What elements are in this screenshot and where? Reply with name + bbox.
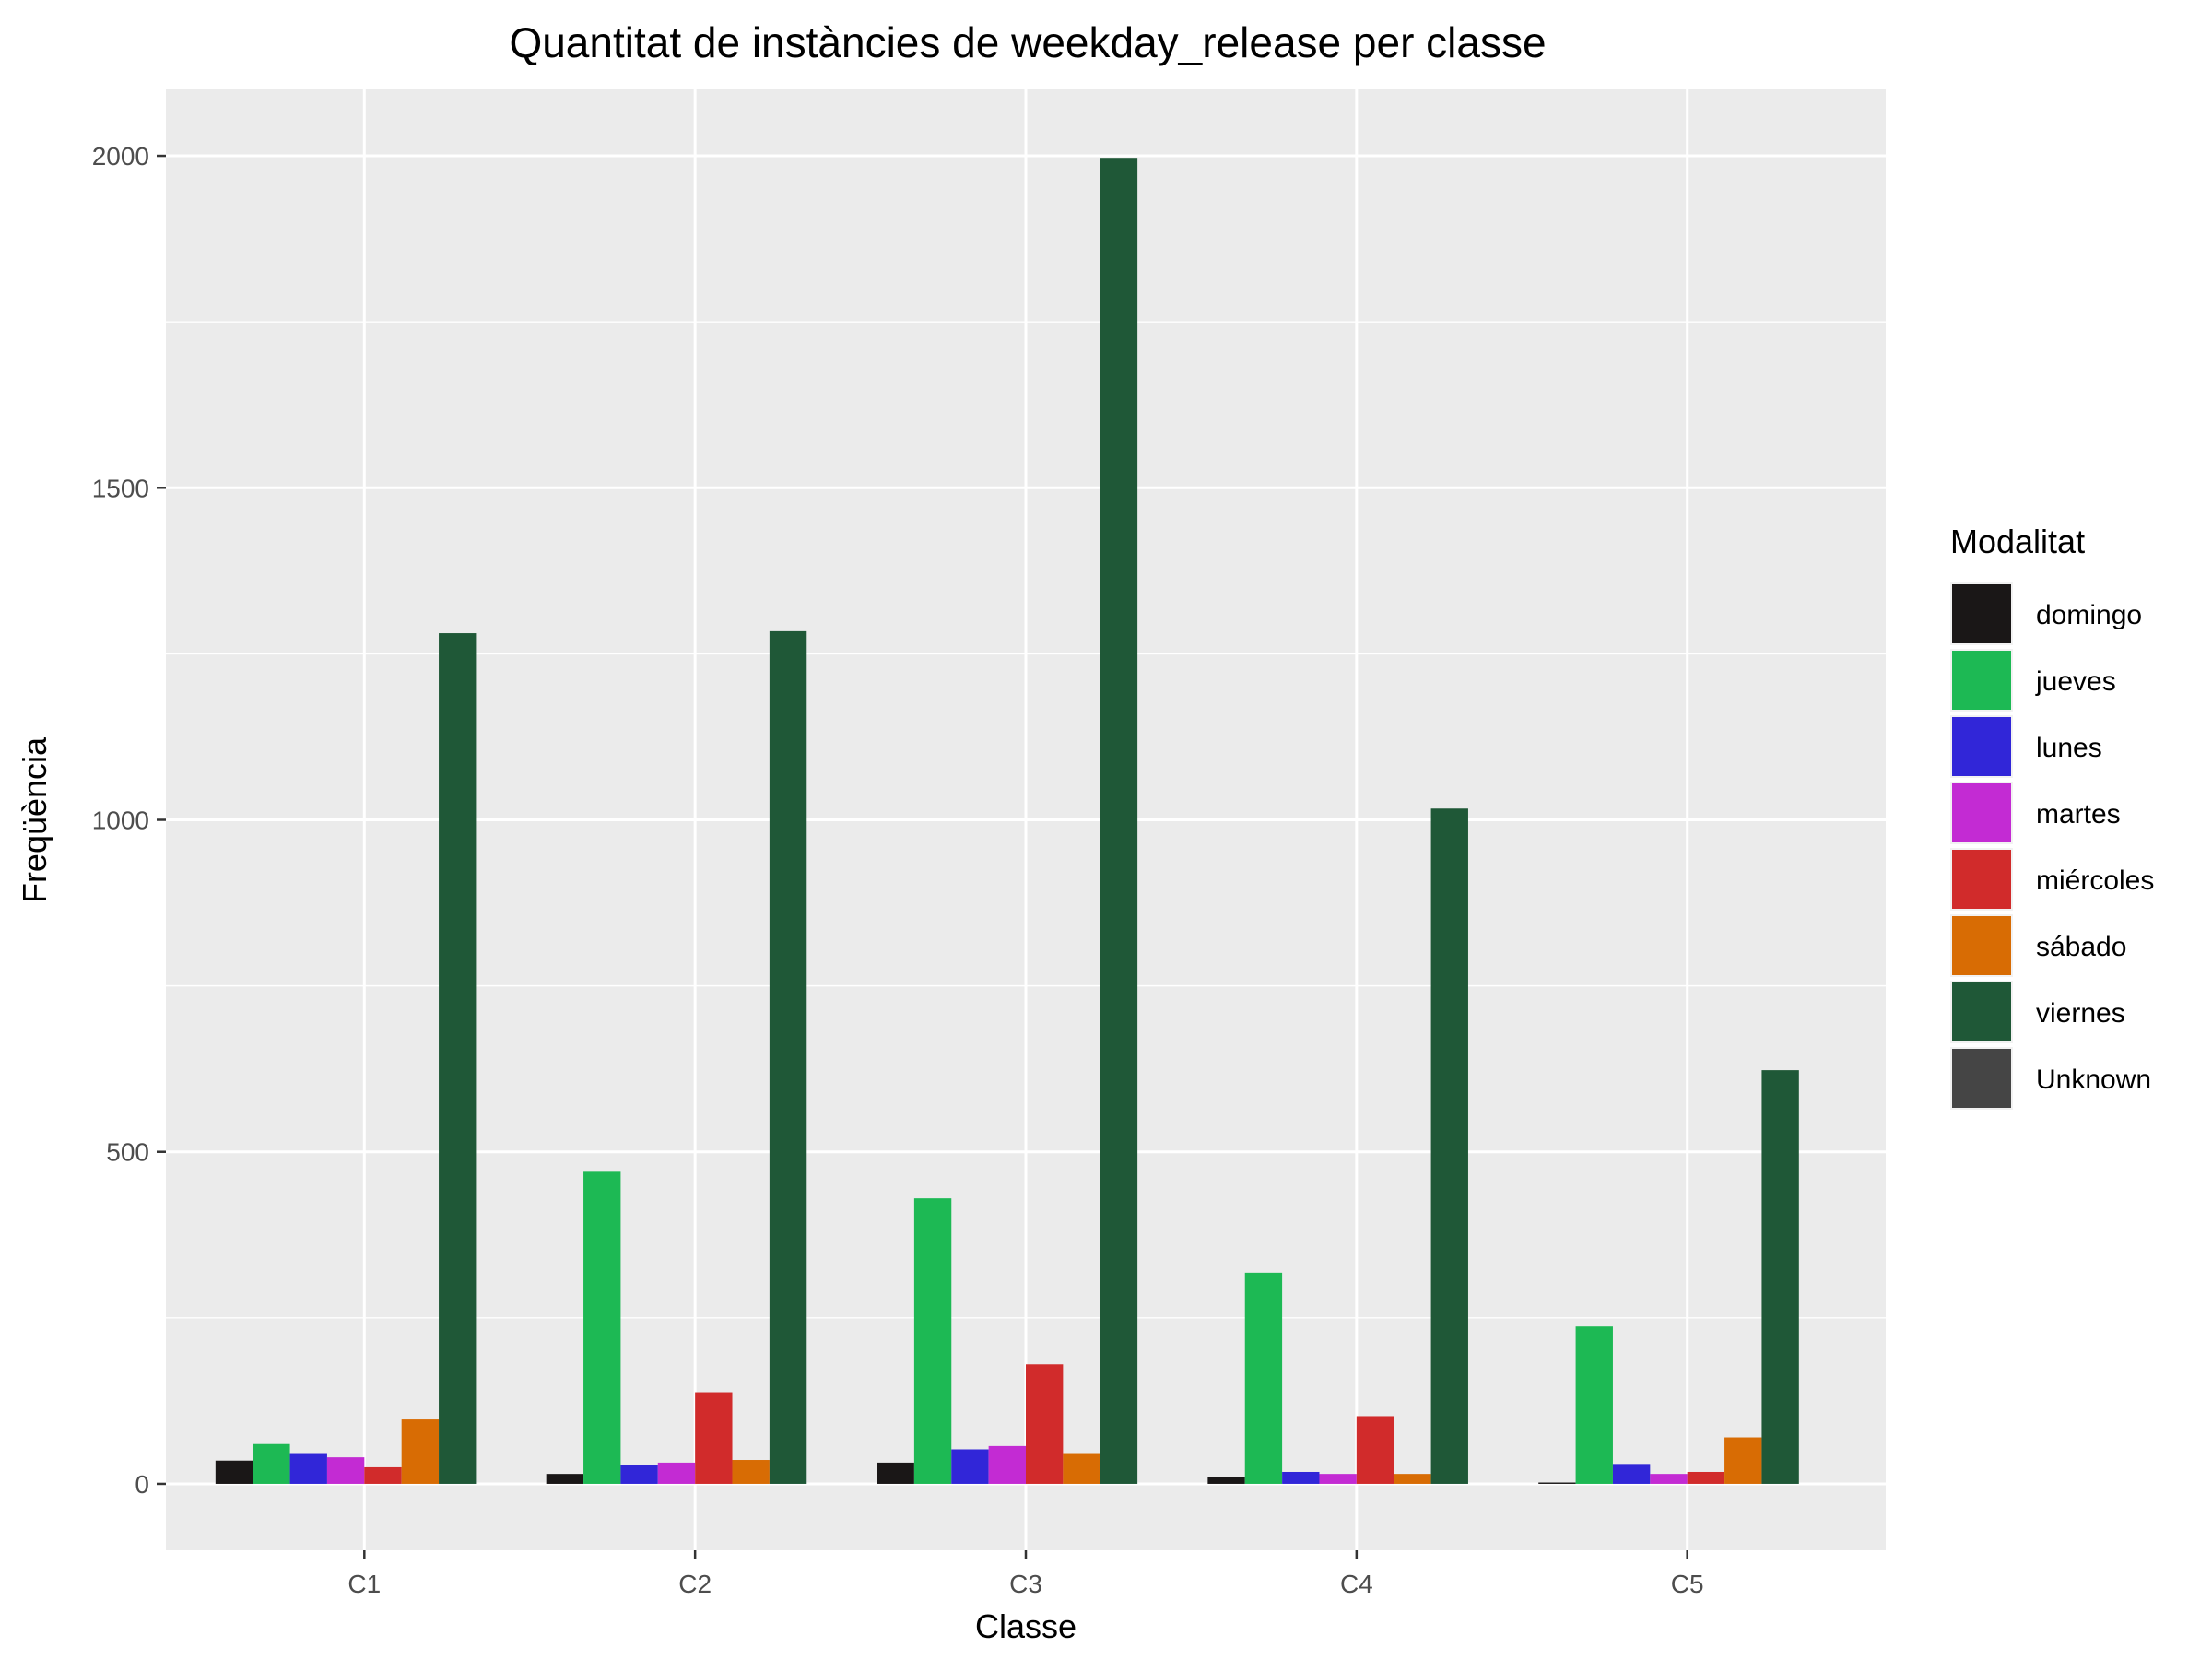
legend-key-sábado <box>1952 916 2011 975</box>
bar-c5-lunes <box>1612 1464 1651 1484</box>
x-tick-label: C5 <box>1671 1570 1704 1598</box>
bar-c3-viernes <box>1100 158 1138 1484</box>
bar-c3-jueves <box>913 1198 952 1484</box>
bar-c2-martes <box>657 1462 696 1484</box>
bar-c1-miércoles <box>364 1466 402 1484</box>
bar-c5-sábado <box>1724 1437 1762 1484</box>
bar-c4-domingo <box>1207 1477 1245 1484</box>
bar-c4-martes <box>1319 1474 1357 1484</box>
legend-key-domingo <box>1952 584 2011 643</box>
legend-key-unknown <box>1952 1049 2011 1108</box>
bar-c1-domingo <box>215 1460 253 1484</box>
legend-key-lunes <box>1952 717 2011 776</box>
bar-c1-sábado <box>401 1419 440 1484</box>
bar-c4-viernes <box>1430 808 1468 1484</box>
bar-c3-sábado <box>1063 1453 1100 1484</box>
legend-key-viernes <box>1952 982 2011 1041</box>
bar-c1-viernes <box>439 633 477 1484</box>
bar-c1-lunes <box>289 1453 327 1484</box>
bar-c2-lunes <box>620 1465 658 1484</box>
legend-label: miércoles <box>2036 865 2154 896</box>
legend: Modalitat domingo jueves lunes martes miérco… <box>1950 523 2154 1110</box>
y-tick-label: 2000 <box>92 142 149 171</box>
legend-label: sábado <box>2036 932 2126 962</box>
bar-c4-lunes <box>1282 1471 1320 1484</box>
bar-c4-sábado <box>1394 1474 1431 1484</box>
y-tick-label: 0 <box>135 1470 149 1499</box>
bar-c2-jueves <box>583 1171 621 1484</box>
x-axis-title: Classe <box>975 1607 1077 1645</box>
bar-c3-martes <box>988 1445 1026 1484</box>
bar-c2-viernes <box>769 630 807 1484</box>
bar-c4-jueves <box>1244 1272 1283 1484</box>
chart-title: Quantitat de instàncies de weekday_relea… <box>509 18 1546 66</box>
bar-c5-viernes <box>1761 1070 1799 1484</box>
legend-label: Unknown <box>2036 1065 2151 1095</box>
bar-c3-lunes <box>951 1449 989 1484</box>
bar-c1-jueves <box>253 1443 290 1484</box>
bar-c4-miércoles <box>1356 1416 1394 1484</box>
legend-key-miércoles <box>1952 850 2011 909</box>
bar-c5-miércoles <box>1687 1471 1725 1484</box>
x-tick-label: C3 <box>1009 1570 1042 1598</box>
legend-title: Modalitat <box>1950 523 2085 560</box>
bar-c5-jueves <box>1575 1326 1613 1484</box>
bar-c3-domingo <box>877 1462 914 1484</box>
bar-c1-martes <box>326 1457 365 1484</box>
bar-c2-domingo <box>546 1474 584 1484</box>
y-tick-label: 500 <box>106 1138 149 1167</box>
legend-label: lunes <box>2036 733 2102 763</box>
y-tick-label: 1500 <box>92 474 149 502</box>
legend-label: domingo <box>2036 600 2142 630</box>
axes: 0 500 1000 1500 2000 C1 C2 C3 C4 C5 <box>92 142 1704 1598</box>
legend-label: jueves <box>2035 666 2116 697</box>
legend-key-martes <box>1952 783 2011 842</box>
legend-label: martes <box>2036 799 2121 830</box>
y-axis-title: Freqüència <box>16 736 53 903</box>
legend-key-jueves <box>1952 651 2011 710</box>
x-tick-label: C4 <box>1340 1570 1373 1598</box>
bar-c5-martes <box>1650 1474 1688 1484</box>
x-tick-label: C1 <box>347 1570 381 1598</box>
bar-c3-miércoles <box>1026 1364 1064 1484</box>
bar-c2-miércoles <box>695 1392 733 1484</box>
bars <box>215 158 1799 1484</box>
bar-c2-sábado <box>732 1460 770 1484</box>
bar-c5-domingo <box>1538 1482 1576 1484</box>
y-tick-label: 1000 <box>92 806 149 835</box>
x-tick-label: C2 <box>678 1570 712 1598</box>
legend-label: viernes <box>2036 998 2125 1029</box>
